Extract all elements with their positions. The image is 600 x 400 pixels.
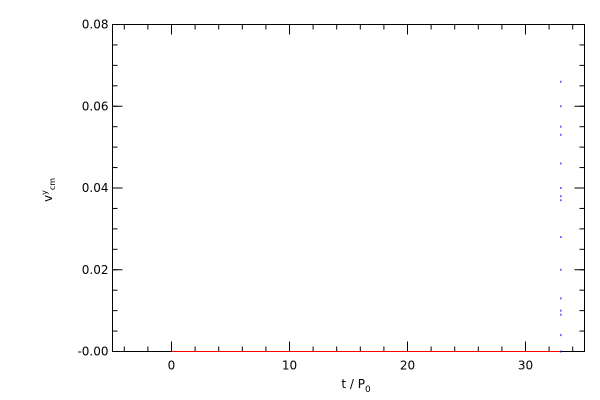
y-tick-label: 0.06 [82, 99, 109, 113]
data-point [560, 199, 562, 202]
data-point [560, 133, 562, 136]
x-axis-label: t / P0 [341, 377, 371, 395]
x-tick-label: 10 [282, 359, 297, 373]
data-point [560, 350, 562, 353]
data-point [560, 313, 562, 316]
x-tick-label: 20 [400, 359, 415, 373]
data-point [560, 162, 562, 165]
y-label-sup: y [40, 190, 49, 195]
x-tick-label: 0 [168, 359, 176, 373]
x-tick-label: 30 [518, 359, 533, 373]
data-point [560, 125, 562, 128]
data-point [560, 268, 562, 271]
y-tick-label: -0.00 [77, 345, 108, 359]
y-tick-label: 0.08 [82, 18, 109, 32]
data-point [560, 195, 562, 198]
y-tick-label: 0.02 [82, 263, 109, 277]
data-point [560, 80, 562, 83]
y-label-base: v [41, 195, 55, 202]
x-label-sub: 0 [365, 385, 371, 395]
plot-frame [112, 24, 585, 352]
data-point [560, 297, 562, 300]
x-label-base: t / P [341, 377, 365, 391]
data-point [560, 309, 562, 312]
data-point [560, 236, 562, 239]
data-point [560, 334, 562, 337]
y-label-sub: cm [48, 178, 57, 190]
y-axis-label: vycm [40, 178, 57, 202]
data-point [560, 105, 562, 108]
data-point [560, 187, 562, 189]
y-tick-label: 0.04 [82, 181, 109, 195]
